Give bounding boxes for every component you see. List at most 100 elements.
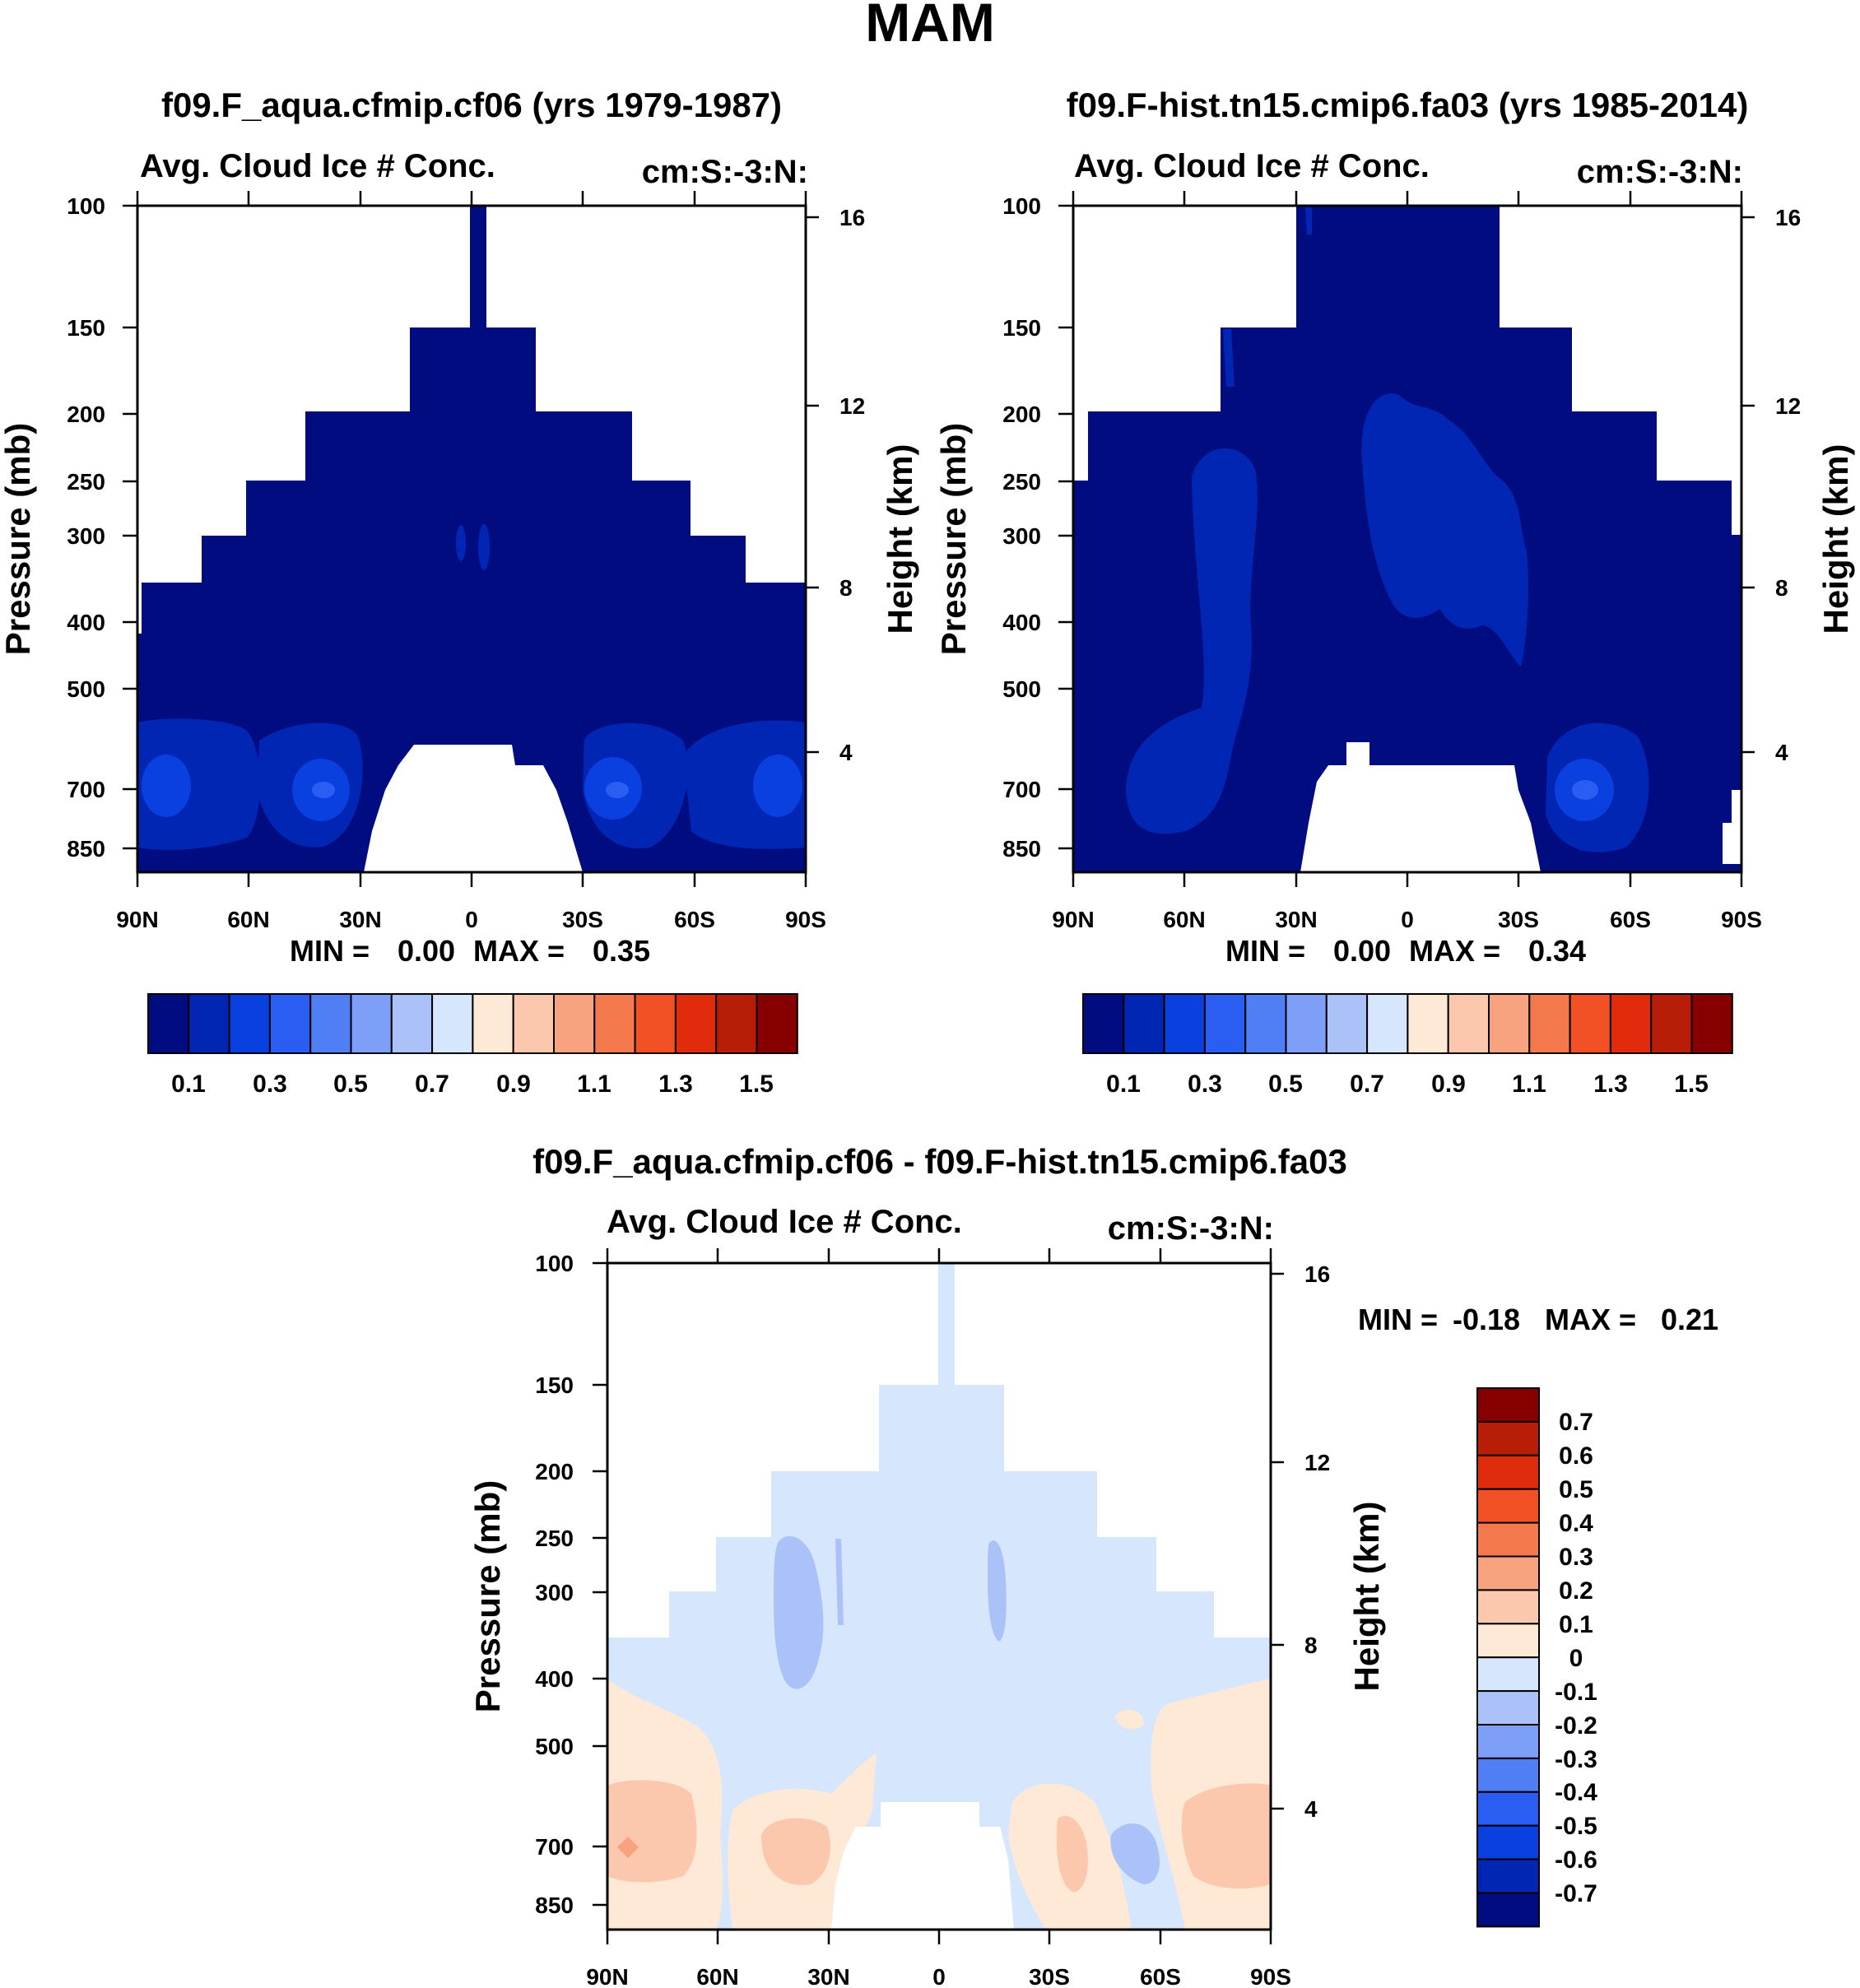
p1-y-tick-labels: 100 150 200 250 300 400 500 700 850 xyxy=(67,193,105,862)
figure-title: MAM xyxy=(865,0,995,53)
p2-mark-core-2 xyxy=(1572,780,1598,800)
p3-xtick: 60S xyxy=(1140,1964,1181,1988)
p3-cb-11 xyxy=(1476,1757,1540,1793)
p2-cb-label: 1.5 xyxy=(1674,1071,1709,1098)
p3-cb-9 xyxy=(1476,1690,1540,1726)
p3-ylabel-right: Height (km) xyxy=(1347,1502,1386,1692)
p2-colorbar-labels: 0.1 0.3 0.5 0.7 0.9 1.1 1.3 1.5 xyxy=(1106,1071,1709,1098)
p2-ytick-right: 8 xyxy=(1775,575,1788,601)
p2-ylabel: Pressure (mb) xyxy=(934,423,973,655)
p2-ytick: 200 xyxy=(1002,402,1041,427)
p2-cb-7 xyxy=(1366,993,1409,1054)
panel-1-units: cm:S:-3:N: xyxy=(642,154,808,190)
p2-cb-15 xyxy=(1690,993,1733,1054)
p1-mark-blob-1 xyxy=(138,718,261,850)
p1-cb-1 xyxy=(188,993,230,1054)
panel-3-title: f09.F_aqua.cfmip.cf06 - f09.F-hist.tn15.… xyxy=(532,1142,1347,1181)
p1-ytick: 700 xyxy=(67,777,105,802)
p1-xtick: 30S xyxy=(562,907,603,932)
p3-cb-8 xyxy=(1476,1656,1540,1693)
p2-ytick: 500 xyxy=(1002,676,1041,702)
p2-cb-1 xyxy=(1123,993,1165,1054)
p1-cb-3 xyxy=(268,993,312,1054)
p3-cb-2 xyxy=(1476,1454,1540,1490)
panel-2-title: f09.F-hist.tn15.cmip6.fa03 (yrs 1985-201… xyxy=(1067,86,1749,124)
p2-cb-label: 1.1 xyxy=(1512,1071,1546,1098)
p3-ytick: 500 xyxy=(535,1734,574,1759)
p3-mark-cool-2 xyxy=(988,1540,1007,1642)
p1-xtick: 0 xyxy=(465,907,478,932)
p2-cb-6 xyxy=(1325,993,1369,1054)
p3-cb-7 xyxy=(1476,1623,1540,1659)
p3-y-tick-labels: 100 150 200 250 300 400 500 700 850 xyxy=(535,1251,574,1918)
p1-ylabel: Pressure (mb) xyxy=(0,423,37,655)
p3-cb-label: -0.7 xyxy=(1555,1880,1597,1907)
p3-ytick: 300 xyxy=(535,1580,574,1605)
p2-xtick: 90S xyxy=(1721,907,1762,932)
p1-cb-11 xyxy=(593,993,636,1054)
p1-ytick: 100 xyxy=(67,193,105,219)
p3-xtick: 90S xyxy=(1250,1964,1291,1988)
p2-xtick: 30S xyxy=(1498,907,1539,932)
p3-cb-label: -0.4 xyxy=(1555,1779,1597,1806)
p1-cb-label: 1.5 xyxy=(739,1071,774,1098)
p1-ytick: 500 xyxy=(67,676,105,702)
p3-ylabel: Pressure (mb) xyxy=(468,1480,507,1712)
p1-cb-7 xyxy=(431,993,474,1054)
p3-cb-10 xyxy=(1476,1724,1540,1759)
p3-mark-salmon-right xyxy=(1181,1783,1271,1889)
p1-max-label: MAX = xyxy=(473,934,565,968)
p2-y-tick-labels: 100 150 200 250 300 400 500 700 850 xyxy=(1002,193,1041,862)
p3-cb-label: 0 xyxy=(1569,1645,1583,1672)
p1-cb-13 xyxy=(674,993,718,1054)
p1-colorbar-labels: 0.1 0.3 0.5 0.7 0.9 1.1 1.3 1.5 xyxy=(171,1071,774,1098)
p1-cb-5 xyxy=(350,993,393,1054)
p1-min-label: MIN = xyxy=(290,934,370,968)
p3-xtick: 0 xyxy=(932,1964,946,1988)
p1-cb-label: 0.9 xyxy=(496,1071,531,1098)
p2-cb-3 xyxy=(1203,993,1247,1054)
p1-ytick: 300 xyxy=(67,523,105,549)
p2-ytick: 100 xyxy=(1002,193,1041,219)
p3-colorbar xyxy=(1476,1387,1540,1928)
p3-max-value: 0.21 xyxy=(1661,1303,1718,1336)
panel-3: f09.F_aqua.cfmip.cf06 - f09.F-hist.tn15.… xyxy=(468,1142,1718,1988)
p2-mark-blob-center xyxy=(1361,393,1529,667)
p2-ytick: 850 xyxy=(1002,836,1041,862)
p2-mask-right xyxy=(1500,206,1741,535)
p3-cb-label: 0.2 xyxy=(1559,1577,1593,1605)
p2-cb-13 xyxy=(1609,993,1653,1054)
p1-mask-right xyxy=(486,206,806,583)
p1-xtick: 30N xyxy=(339,907,381,932)
p1-cb-8 xyxy=(472,993,514,1054)
p3-cb-14 xyxy=(1476,1858,1540,1894)
panel-2-units: cm:S:-3:N: xyxy=(1577,154,1743,190)
p3-ytick-right: 16 xyxy=(1304,1261,1330,1287)
p2-x-tick-labels: 90N 60N 30N 0 30S 60S 90S xyxy=(1052,907,1762,932)
p3-x-tick-labels: 90N 60N 30N 0 30S 60S 90S xyxy=(586,1964,1291,1988)
p3-mark-base xyxy=(607,1263,1271,1930)
p3-cb-13 xyxy=(1476,1824,1540,1860)
panel-3-units: cm:S:-3:N: xyxy=(1108,1210,1274,1247)
p2-ticks xyxy=(1058,191,1755,887)
p3-min-value: -0.18 xyxy=(1453,1303,1520,1336)
p1-cb-label: 0.3 xyxy=(253,1071,287,1098)
p2-ytick-right: 4 xyxy=(1775,740,1788,765)
p3-cb-12 xyxy=(1476,1791,1540,1827)
p1-mark-upper-1 xyxy=(456,525,466,561)
p2-cb-10 xyxy=(1488,993,1531,1054)
p1-cb-label: 0.7 xyxy=(415,1071,449,1098)
p1-ytick: 400 xyxy=(67,610,105,635)
p1-cb-9 xyxy=(512,993,556,1054)
p3-cb-15 xyxy=(1476,1892,1540,1928)
p2-max-value: 0.34 xyxy=(1528,934,1586,968)
p1-cb-10 xyxy=(553,993,596,1054)
p2-xtick: 60N xyxy=(1163,907,1205,932)
p1-colorbar xyxy=(147,993,798,1054)
p2-xtick: 30N xyxy=(1275,907,1317,932)
panel-1-left-label: Avg. Cloud Ice # Conc. xyxy=(140,148,495,184)
p3-cb-label: 0.6 xyxy=(1559,1442,1593,1470)
p3-colorbar-labels: 0.7 0.6 0.5 0.4 0.3 0.2 0.1 0 -0.1 -0.2 … xyxy=(1555,1409,1597,1907)
p3-mark-salmon-mid-left xyxy=(761,1818,830,1885)
p2-mask-right-low xyxy=(1723,790,1741,864)
